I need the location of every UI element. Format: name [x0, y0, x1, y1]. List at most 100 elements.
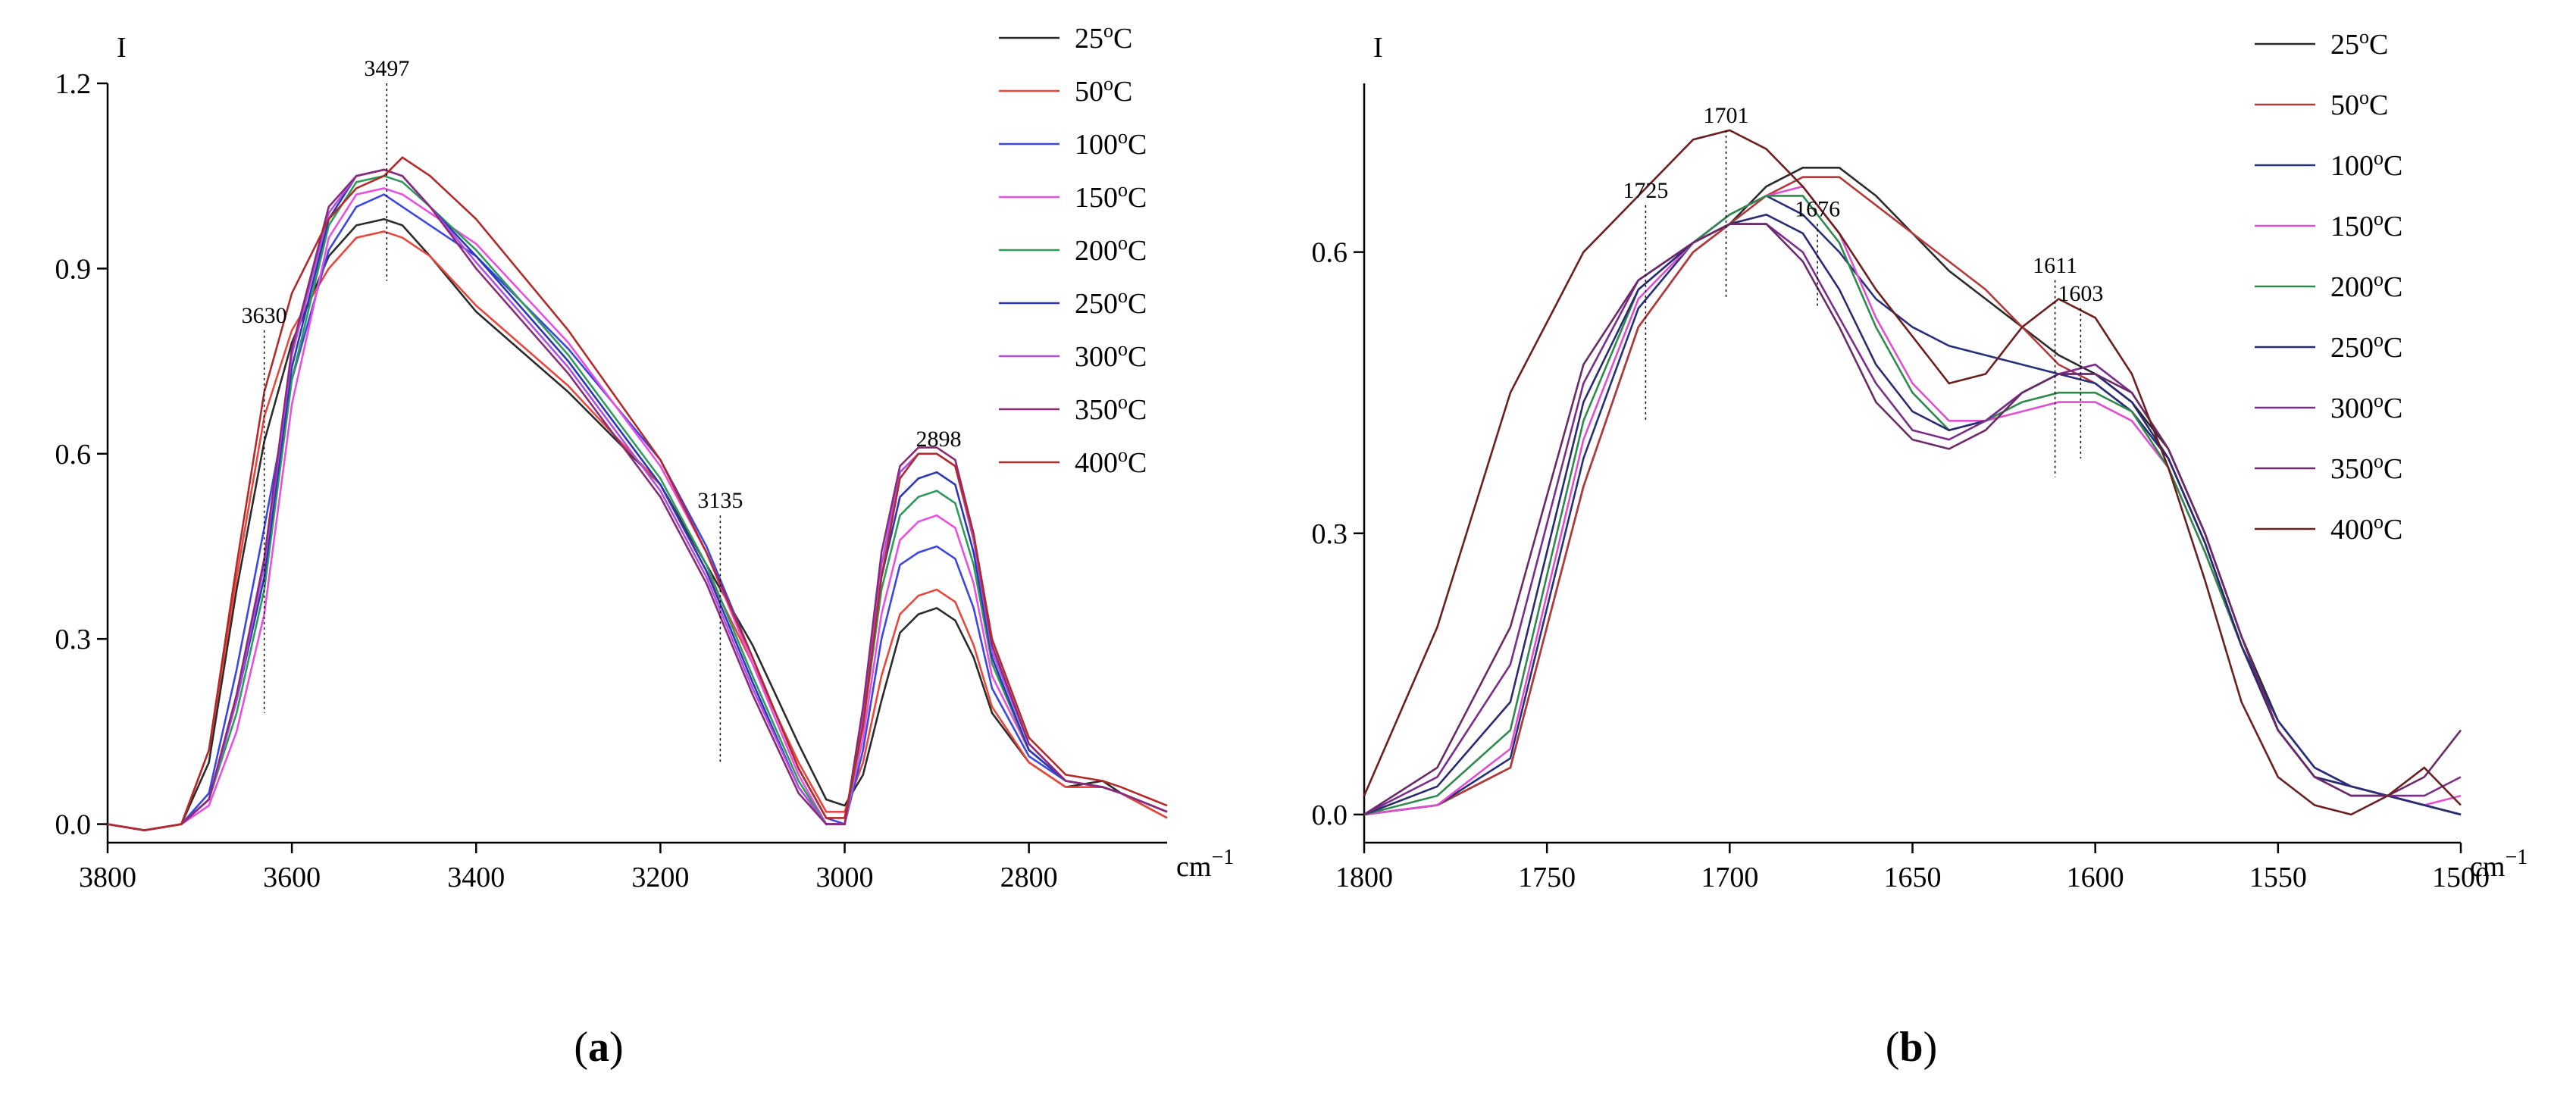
- legend-label-degree: o: [1118, 232, 1128, 254]
- legend-label-50: 50oC: [2330, 86, 2388, 121]
- legend-label-400: 400oC: [1075, 444, 1147, 479]
- legend-label-degree: o: [1118, 444, 1128, 466]
- y-tick-label: 0.9: [55, 253, 92, 285]
- series-line-100: [1363, 194, 2462, 816]
- series-line-150: [107, 187, 1168, 832]
- panel-b-chart: 0.0 0.3 0.6 1800 1750 1700 1650 1600 1550 1500 Icm…: [1312, 26, 2528, 1071]
- y-axis-label: I: [117, 32, 127, 64]
- x-tick-label: 1500: [2432, 862, 2490, 893]
- legend-label-150: 150oC: [1075, 179, 1147, 214]
- legend-label-value: 25: [2330, 29, 2359, 61]
- x-axis-label: cm−1: [1176, 846, 1234, 883]
- x-axis-label-unit: cm: [1176, 851, 1211, 883]
- legend-label-unit: C: [1128, 182, 1147, 214]
- legend-label-value: 200: [1075, 235, 1118, 267]
- legend-label-degree: o: [1118, 179, 1128, 201]
- x-axis-label-exponent: −1: [1211, 846, 1234, 869]
- legend-label-value: 400: [1075, 447, 1118, 479]
- series-line-400: [1363, 129, 2462, 816]
- legend-label-degree: o: [1103, 73, 1113, 95]
- x-tick-label: 1750: [1518, 862, 1576, 893]
- x-tick-label: 1600: [2067, 862, 2124, 893]
- panel-label: (b): [1886, 1024, 1937, 1071]
- legend-label-350: 350oC: [1075, 391, 1147, 426]
- legend-label-degree: o: [1103, 20, 1113, 42]
- x-tick-label: 1650: [1884, 862, 1942, 893]
- legend-label-unit: C: [2384, 150, 2402, 182]
- panel-a-chart: 0.0 0.3 0.6 0.9 1.2 3800 3600 3400 3200 3000 2800 I…: [55, 20, 1235, 1071]
- series-line-400: [107, 156, 1168, 832]
- legend-label-unit: C: [2369, 29, 2388, 61]
- y-axis-label: I: [1373, 32, 1383, 64]
- legend-label-unit: C: [2369, 89, 2388, 121]
- legend-label-50: 50oC: [1075, 73, 1132, 108]
- annotation-label-1701: 1701: [1704, 103, 1749, 128]
- legend-label-unit: C: [1113, 23, 1132, 55]
- x-tick-label: 1700: [1701, 862, 1758, 893]
- legend-label-unit: C: [1128, 235, 1147, 267]
- y-tick-label: 0.6: [55, 439, 92, 471]
- annotation-label-3497: 3497: [364, 56, 409, 81]
- legend-label-300: 300oC: [2330, 390, 2402, 424]
- legend-label-unit: C: [1113, 76, 1132, 108]
- legend-label-350: 350oC: [2330, 450, 2402, 485]
- legend-label-unit: C: [2384, 211, 2402, 242]
- legend-label-unit: C: [1128, 447, 1147, 479]
- legend-label-100: 100oC: [1075, 126, 1147, 161]
- panel-label-open: (: [1886, 1024, 1900, 1071]
- legend-label-value: 100: [1075, 129, 1118, 161]
- x-tick-label: 1800: [1335, 862, 1393, 893]
- x-axis-label: cm−1: [2470, 846, 2527, 883]
- series-line-25: [1363, 167, 2462, 816]
- series-line-50: [1363, 176, 2462, 816]
- x-tick-label: 2800: [1000, 862, 1058, 893]
- series-line-200: [1363, 195, 2462, 816]
- legend-label-300: 300oC: [1075, 338, 1147, 373]
- legend-label-unit: C: [2384, 514, 2402, 546]
- series-line-25: [107, 217, 1168, 832]
- legend-label-100: 100oC: [2330, 147, 2402, 182]
- legend-label-value: 350: [2330, 453, 2374, 485]
- series-line-250: [107, 168, 1168, 832]
- legend-label-degree: o: [1118, 285, 1128, 307]
- x-axis-label-unit: cm: [2470, 851, 2505, 883]
- legend-label-200: 200oC: [2330, 268, 2402, 303]
- panel-label-close: ): [609, 1024, 624, 1071]
- y-tick-label: 1.2: [55, 68, 92, 100]
- legend-label-degree: o: [1118, 391, 1128, 413]
- legend-label-unit: C: [1128, 394, 1147, 426]
- legend-label-150: 150oC: [2330, 208, 2402, 242]
- x-tick-label: 3000: [816, 862, 874, 893]
- annotation-label-1676: 1676: [1795, 197, 1840, 222]
- series-line-200: [107, 174, 1168, 832]
- series-line-350: [1363, 223, 2462, 815]
- x-tick-label: 3800: [79, 862, 136, 893]
- y-tick-label: 0.3: [1312, 518, 1348, 550]
- legend-label-degree: o: [1118, 126, 1128, 148]
- legend-label-degree: o: [2359, 26, 2369, 48]
- legend-label-value: 300: [2330, 393, 2374, 424]
- y-tick-label: 0.3: [55, 624, 92, 655]
- annotation-label-3630: 3630: [242, 303, 287, 328]
- legend-label-unit: C: [2384, 271, 2402, 303]
- legend-label-value: 25: [1075, 23, 1103, 55]
- annotation-label-1611: 1611: [2033, 253, 2077, 278]
- panel-label-letter: b: [1899, 1024, 1923, 1071]
- legend-label-unit: C: [1128, 288, 1147, 320]
- x-tick-label: 3200: [631, 862, 689, 893]
- legend-label-unit: C: [1128, 129, 1147, 161]
- x-tick-label: 3600: [263, 862, 321, 893]
- legend-label-degree: o: [2359, 86, 2369, 108]
- legend-label-value: 350: [1075, 394, 1118, 426]
- legend-label-value: 100: [2330, 150, 2374, 182]
- legend-label-degree: o: [2374, 511, 2384, 533]
- series-line-250: [1363, 213, 2462, 816]
- legend-label-value: 50: [2330, 89, 2359, 121]
- legend-label-25: 25oC: [1075, 20, 1132, 55]
- legend-label-value: 250: [2330, 332, 2374, 364]
- legend-label-value: 250: [1075, 288, 1118, 320]
- annotation-label-1725: 1725: [1623, 178, 1668, 203]
- legend-label-value: 50: [1075, 76, 1103, 108]
- y-tick-label: 0.6: [1312, 237, 1348, 269]
